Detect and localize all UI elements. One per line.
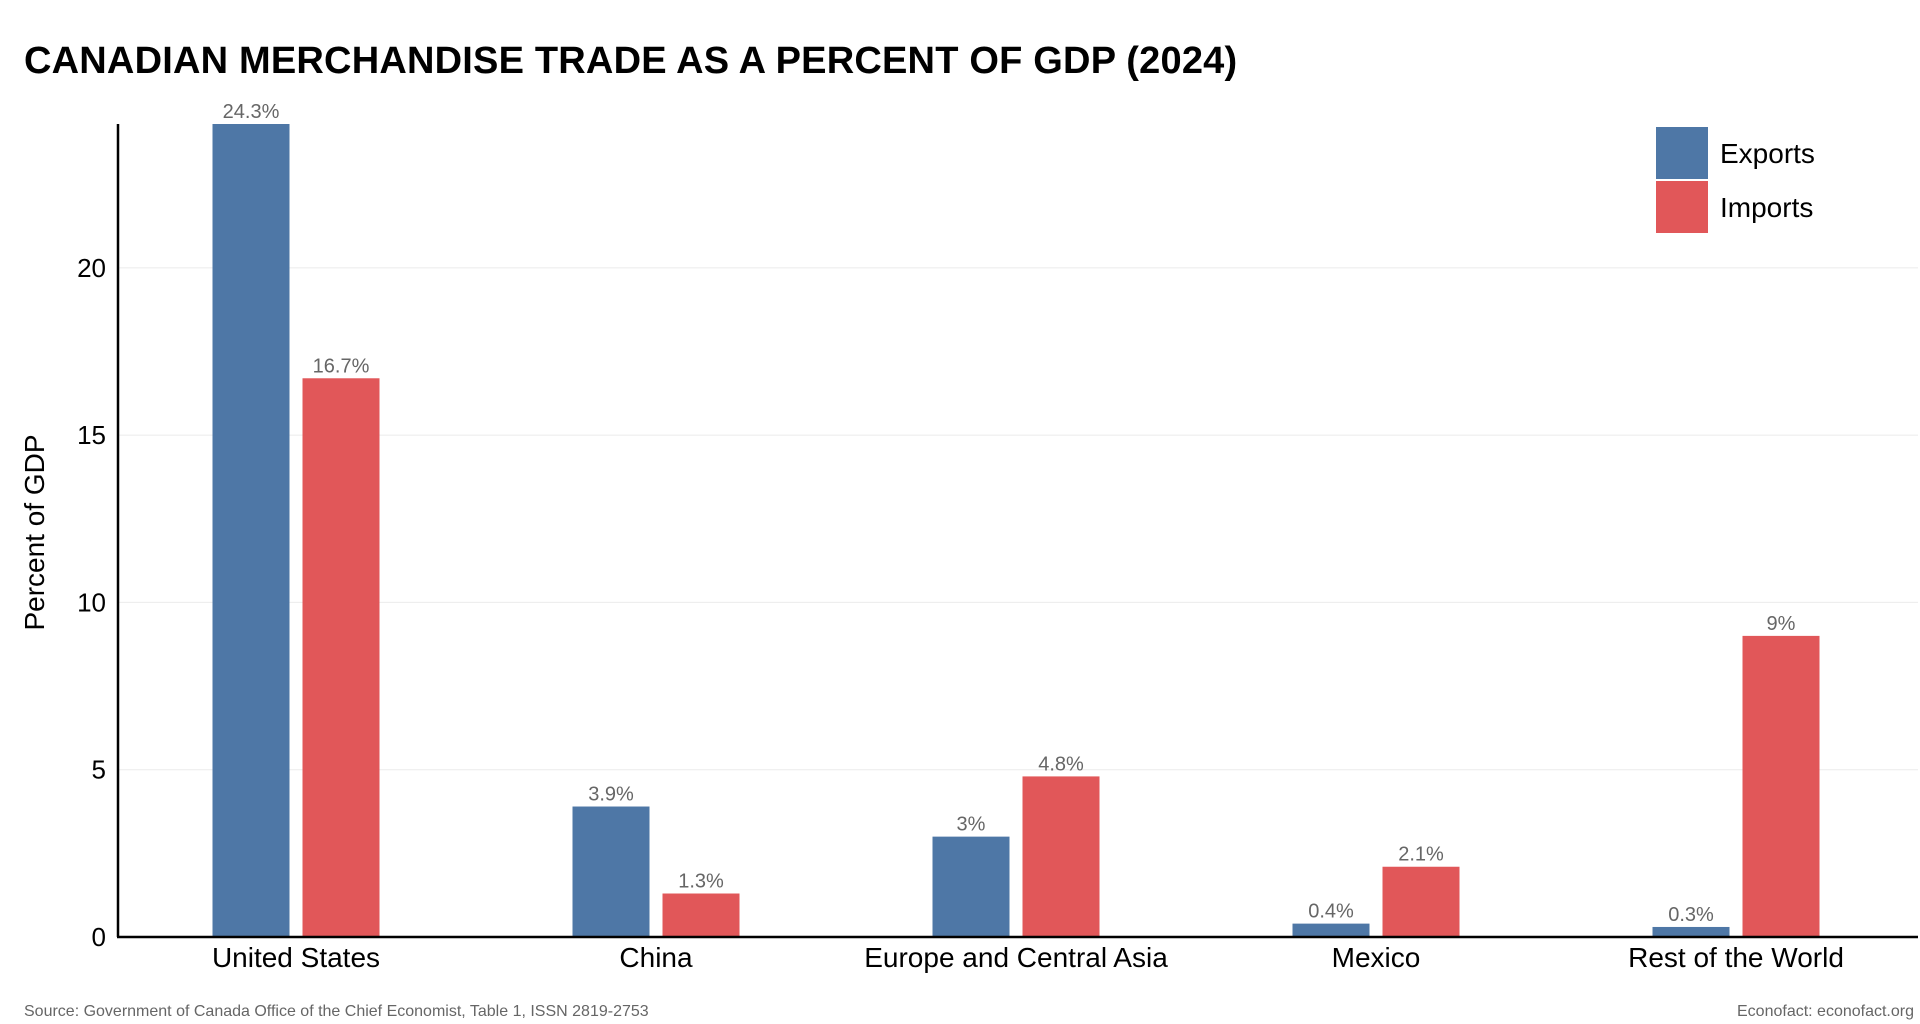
bar-imports-4: [1742, 635, 1820, 937]
data-label: 3.9%: [588, 784, 634, 806]
data-label: 9%: [1767, 613, 1796, 635]
y-tick-label: 0: [92, 922, 106, 952]
credit-note: Econofact: econofact.org: [1737, 1003, 1914, 1020]
bar-imports-0: [302, 378, 380, 937]
gridlines: [118, 267, 1918, 771]
y-tick-label: 20: [77, 253, 106, 283]
bar-exports-3: [1292, 923, 1370, 937]
chart-title: CANADIAN MERCHANDISE TRADE AS A PERCENT …: [24, 40, 1238, 82]
y-tick-label: 15: [77, 420, 106, 450]
bar-imports-3: [1382, 866, 1460, 937]
bar-exports-2: [932, 836, 1010, 937]
legend-swatch-imports: [1656, 181, 1708, 233]
bar-exports-4: [1652, 926, 1730, 937]
bar-exports-1: [572, 806, 650, 937]
legend-swatch-exports: [1656, 127, 1708, 179]
data-label: 24.3%: [223, 101, 280, 123]
y-tick-label: 10: [77, 587, 106, 617]
legend-label-imports: Imports: [1720, 192, 1813, 223]
data-label: 0.3%: [1668, 904, 1714, 926]
bar-imports-1: [662, 893, 740, 937]
axes: [116, 124, 1918, 939]
legend: Exports Imports: [1656, 127, 1815, 233]
data-label: 4.8%: [1038, 753, 1084, 775]
y-axis-title: Percent of GDP: [19, 434, 50, 630]
x-category-label: Rest of the World: [1628, 942, 1844, 973]
bar-imports-2: [1022, 776, 1100, 937]
bar-exports-0: [212, 124, 290, 937]
data-label: 16.7%: [313, 355, 370, 377]
labels: 0 5 10 15 20 24.3% 16.7% United States 3.9% 1.3% C…: [19, 101, 1844, 973]
x-category-label: United States: [212, 942, 380, 973]
data-label: 1.3%: [678, 871, 724, 893]
bars: [212, 124, 1820, 937]
y-tick-label: 5: [92, 755, 106, 785]
x-category-label: Mexico: [1332, 942, 1421, 973]
data-label: 2.1%: [1398, 844, 1444, 866]
legend-label-exports: Exports: [1720, 138, 1815, 169]
data-label: 3%: [957, 814, 986, 836]
x-category-label: China: [619, 942, 693, 973]
x-category-label: Europe and Central Asia: [864, 942, 1168, 973]
data-label: 0.4%: [1308, 901, 1354, 923]
source-note: Source: Government of Canada Office of t…: [24, 1003, 649, 1020]
